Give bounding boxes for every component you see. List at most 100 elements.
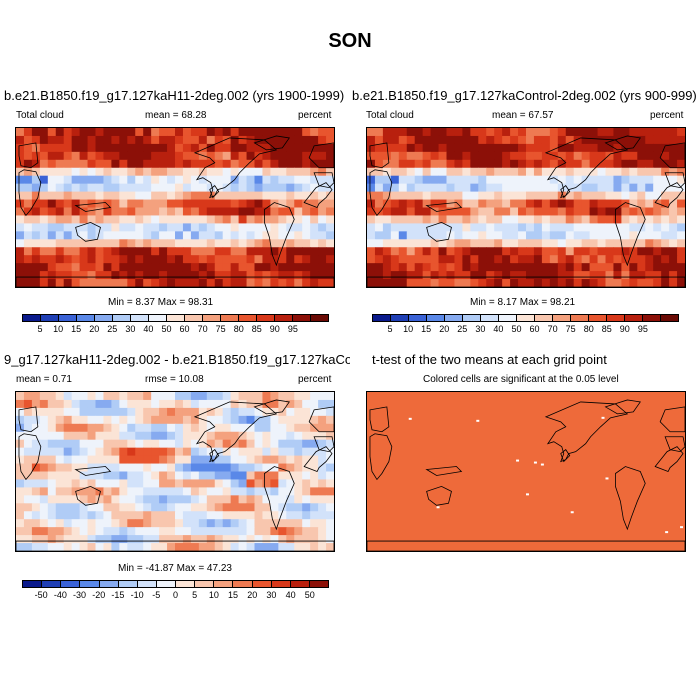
field-cell xyxy=(143,463,152,472)
field-cell xyxy=(214,527,224,536)
field-cell xyxy=(533,135,543,145)
field-cell xyxy=(79,159,89,169)
field-cell xyxy=(589,128,599,137)
field-cell xyxy=(318,143,327,153)
field-cell xyxy=(151,463,160,472)
field-cell xyxy=(23,503,33,512)
field-cell xyxy=(454,263,463,272)
field-cell xyxy=(55,143,65,153)
field-cell xyxy=(127,207,136,216)
field-cell xyxy=(127,191,136,201)
field-cell xyxy=(262,399,271,409)
colorbar-tick-label: 15 xyxy=(228,590,239,600)
field-cell xyxy=(230,535,240,544)
field-cell xyxy=(270,135,279,145)
field-cell xyxy=(246,223,255,232)
field-cell xyxy=(286,439,295,449)
field-cell xyxy=(422,191,432,201)
field-cell xyxy=(254,271,263,280)
colorbar-cell xyxy=(239,315,257,321)
field-cell xyxy=(254,207,263,216)
field-cell xyxy=(533,215,543,224)
field-cell xyxy=(462,167,471,177)
field-cell xyxy=(16,447,25,457)
field-cell xyxy=(470,191,479,201)
field-cell xyxy=(71,231,81,240)
field-cell xyxy=(222,255,232,264)
field-cell xyxy=(63,455,73,465)
field-cell xyxy=(55,263,65,272)
field-cell xyxy=(143,431,152,441)
field-cell xyxy=(198,447,208,457)
field-cell xyxy=(270,175,279,185)
field-cell xyxy=(55,135,65,145)
field-cell xyxy=(222,423,232,433)
field-cell xyxy=(119,135,128,145)
field-cell xyxy=(278,199,287,208)
field-cell xyxy=(47,151,57,161)
coastline xyxy=(664,436,685,453)
field-cell xyxy=(190,463,200,472)
field-cell xyxy=(470,239,479,248)
field-cell xyxy=(39,247,49,256)
field-cell xyxy=(214,535,224,544)
colorbar-cell xyxy=(131,315,149,321)
field-cell xyxy=(159,527,168,536)
field-cell xyxy=(167,407,176,417)
field-cell xyxy=(637,263,646,272)
field-cell xyxy=(159,423,168,433)
field-cell xyxy=(533,279,543,287)
field-cell xyxy=(565,263,575,272)
field-cell xyxy=(677,143,685,153)
field-cell xyxy=(645,215,654,224)
field-cell xyxy=(55,431,65,441)
field-cell xyxy=(39,239,49,248)
field-cell xyxy=(87,135,96,145)
field-cell xyxy=(175,167,184,177)
field-cell xyxy=(613,128,622,137)
field-cell xyxy=(111,439,120,449)
field-cell xyxy=(39,471,49,480)
field-cell xyxy=(222,191,232,201)
field-cell xyxy=(310,455,319,465)
field-cell xyxy=(254,527,263,536)
field-cell xyxy=(39,511,49,520)
field-cell xyxy=(454,247,463,256)
field-cell xyxy=(597,199,606,208)
field-cell xyxy=(87,231,96,240)
field-cell xyxy=(111,392,120,401)
field-cell xyxy=(47,271,57,280)
field-cell xyxy=(222,231,232,240)
field-cell xyxy=(502,151,511,161)
field-cell xyxy=(677,255,685,264)
field-cell xyxy=(486,175,495,185)
field-cell xyxy=(127,471,136,480)
field-cell xyxy=(206,479,216,488)
field-cell xyxy=(581,263,591,272)
field-cell xyxy=(494,231,503,240)
field-cell xyxy=(318,392,327,401)
field-cell xyxy=(326,527,334,536)
field-cell xyxy=(549,199,559,208)
field-cell xyxy=(23,199,33,208)
field-cell xyxy=(39,159,49,169)
field-cell xyxy=(87,407,96,417)
field-cell xyxy=(302,527,311,536)
field-cell xyxy=(581,215,591,224)
field-cell xyxy=(390,159,400,169)
field-cell xyxy=(190,271,200,280)
field-cell xyxy=(230,399,240,409)
field-cell xyxy=(318,207,327,216)
field-cell xyxy=(526,271,535,280)
field-cell xyxy=(533,151,543,161)
field-cell xyxy=(151,199,160,208)
field-cell xyxy=(629,159,638,169)
field-cell xyxy=(629,263,638,272)
field-cell xyxy=(526,255,535,264)
field-cell xyxy=(143,207,152,216)
colorbar-tick-label: 50 xyxy=(511,324,522,334)
field-cell xyxy=(111,175,120,185)
field-cell xyxy=(182,151,192,161)
field-cell xyxy=(462,199,471,208)
colorbar-cell xyxy=(221,315,239,321)
